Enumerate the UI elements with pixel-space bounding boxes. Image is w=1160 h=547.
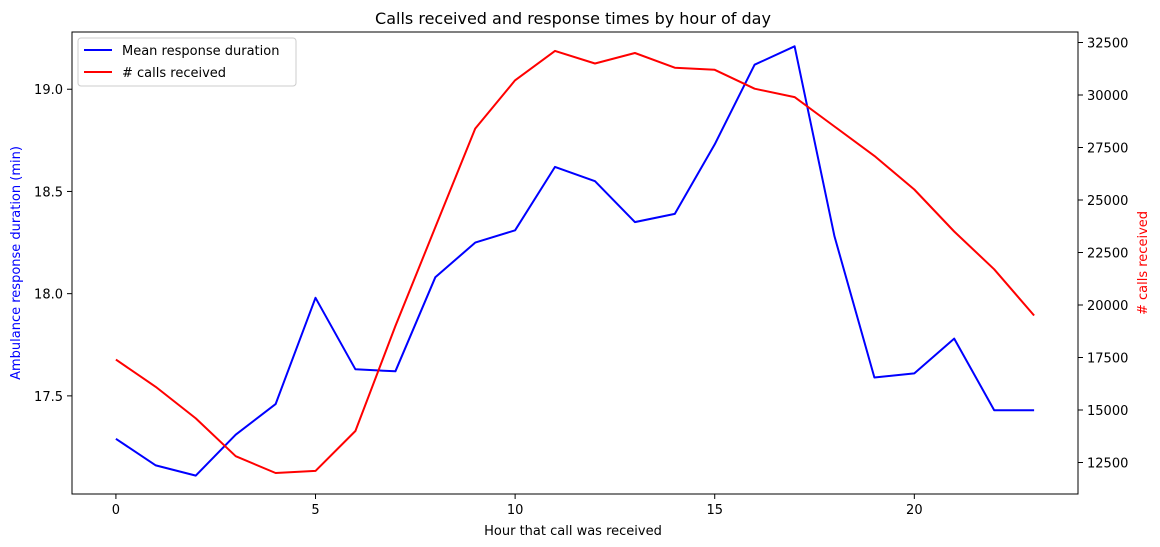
- x-tick-label: 15: [706, 503, 723, 518]
- series-line-0: [115, 45, 1035, 477]
- x-axis-title: Hour that call was received: [484, 524, 662, 539]
- legend-label-response-duration: Mean response duration: [122, 44, 279, 59]
- right-y-tick-label: 30000: [1087, 89, 1128, 104]
- x-axis: 0 5 10 15 20: [112, 494, 923, 518]
- right-y-tick-label: 17500: [1087, 352, 1128, 367]
- right-y-axis-title: # calls received: [1136, 211, 1151, 315]
- right-y-tick-label: 32500: [1087, 37, 1128, 52]
- right-y-tick-label: 20000: [1087, 299, 1128, 314]
- right-y-tick-label: 12500: [1087, 457, 1128, 472]
- x-tick-label: 5: [311, 503, 319, 518]
- series-line-1: [115, 49, 1035, 474]
- legend-label-calls-received: # calls received: [122, 66, 226, 81]
- left-y-axis-title: Ambulance response duration (min): [9, 146, 24, 380]
- plot-frame: [71, 31, 1079, 495]
- legend-box: [77, 37, 297, 87]
- x-tick-label: 0: [112, 503, 120, 518]
- right-y-tick-label: 15000: [1087, 404, 1128, 419]
- left-y-tick-label: 18.5: [34, 185, 63, 200]
- left-y-tick-label: 17.5: [34, 390, 63, 405]
- right-y-axis: 12500 15000 17500 20000 22500 25000 27500 30000…: [1078, 37, 1128, 472]
- left-y-axis: 17.5 18.0 18.5 19.0: [34, 83, 72, 405]
- x-tick-label: 20: [906, 503, 923, 518]
- left-y-tick-label: 19.0: [34, 83, 63, 98]
- right-y-tick-label: 27500: [1087, 142, 1128, 157]
- right-y-tick-label: 25000: [1087, 194, 1128, 209]
- legend: Mean response duration # calls received: [77, 37, 297, 87]
- plot-series: [115, 45, 1035, 477]
- left-y-tick-label: 18.0: [34, 288, 63, 303]
- x-tick-label: 10: [507, 503, 524, 518]
- right-y-tick-label: 22500: [1087, 247, 1128, 262]
- chart-title: Calls received and response times by hou…: [375, 9, 771, 28]
